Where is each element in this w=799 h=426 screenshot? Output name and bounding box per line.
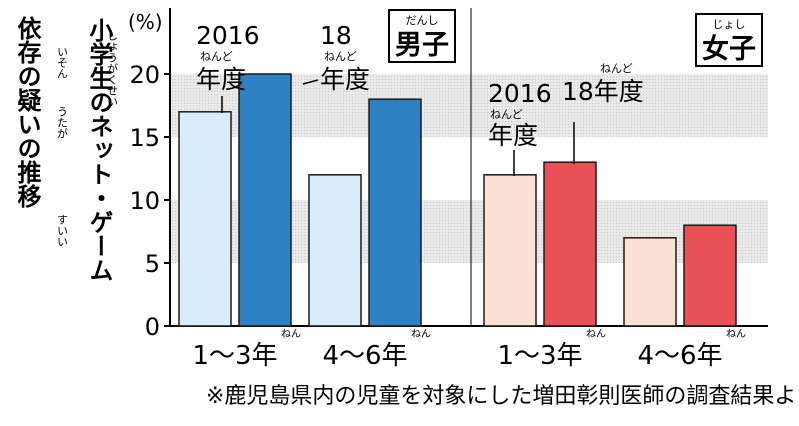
title-ruby-shougakusei: しょうがくせい (106, 30, 119, 107)
y-axis-unit: (%) (128, 10, 163, 34)
leader-boys-18 (302, 79, 319, 85)
series-ruby-boys-2016: ねんど (200, 50, 233, 63)
x-category-ruby-1-1: ねん (726, 328, 746, 340)
bar-0-1-1 (368, 98, 422, 327)
title-ruby-izon: いそん (56, 46, 69, 79)
x-category-ruby-1-0: ねん (586, 328, 606, 340)
y-tick-label-0: 0 (145, 313, 160, 341)
y-tick-label-2: 10 (129, 187, 160, 215)
bar-1-0-1 (543, 161, 597, 327)
panel-label-0: 男子 (395, 30, 449, 61)
y-tick-label-1: 5 (145, 250, 160, 278)
bar-1-1-0 (623, 237, 677, 327)
series-ruby-girls-18: ねんど (600, 62, 633, 75)
series-label-boys-2016-year: 2016 (196, 21, 260, 50)
y-tick-label-3: 15 (129, 124, 160, 152)
bar-0-0-0 (178, 111, 232, 327)
bar-0-0-1 (238, 73, 292, 327)
x-category-label-0-1: 4～6年 (322, 341, 407, 371)
x-category-ruby-0-1: ねん (411, 328, 431, 340)
panel-label-box-0 (388, 9, 456, 63)
y-tick-label-4: 20 (129, 61, 160, 89)
x-category-ruby-0-0: ねん (281, 328, 301, 340)
chart-title-line-2: 依存の疑いの推移 (13, 16, 41, 208)
bar-1-0-0 (483, 174, 537, 327)
chart-title-line-1: 小学生のネット・ゲーム (85, 18, 113, 282)
x-category-label-1-0: 1～3年 (497, 341, 582, 371)
x-category-label-0-0: 1～3年 (192, 341, 277, 371)
series-label-girls-18: 18年度 (562, 77, 644, 106)
panel-label-ruby-0: だんし (406, 14, 439, 27)
x-category-label-1-1: 4～6年 (637, 341, 722, 371)
title-ruby-utagai: うたが (56, 106, 69, 139)
panel-label-ruby-1: じょし (713, 18, 746, 31)
panel-label-box-1 (695, 13, 763, 67)
series-label-boys-18-nendo: 年度 (320, 65, 370, 94)
series-label-boys-2016-nendo: 年度 (196, 65, 246, 94)
panel-label-1: 女子 (702, 33, 756, 65)
source-footnote: ※鹿児島県内の児童を対象にした増田彰則医師の調査結果より (206, 384, 799, 409)
bar-1-1-1 (683, 224, 737, 327)
series-label-girls-2016-nendo: 年度 (488, 121, 538, 150)
series-label-boys-18-year: 18 (320, 21, 352, 50)
title-ruby-suii: すいい (56, 214, 69, 247)
series-label-girls-2016-year: 2016 (488, 79, 552, 108)
bar-0-1-0 (308, 174, 362, 327)
series-ruby-girls-2016: ねんど (490, 108, 523, 121)
series-ruby-boys-18: ねんど (324, 50, 357, 63)
